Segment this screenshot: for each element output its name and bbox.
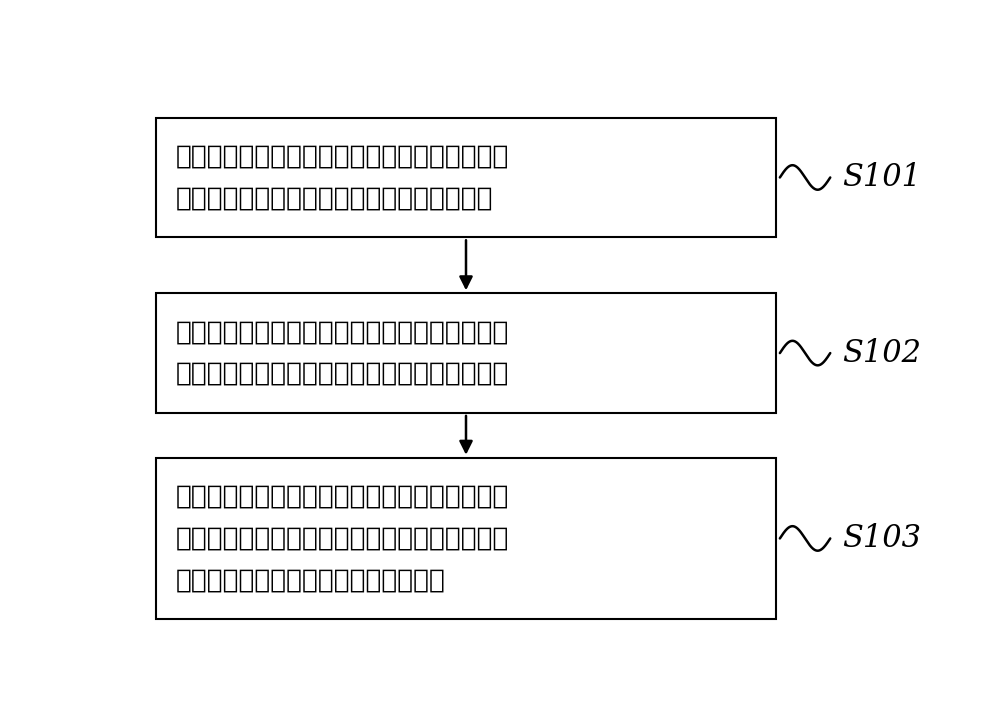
Text: S102: S102 — [842, 337, 921, 369]
Text: S103: S103 — [842, 523, 921, 554]
Text: 建立基于模型预测控制的风电波动平抑模型，以: 建立基于模型预测控制的风电波动平抑模型，以 — [175, 143, 509, 169]
Text: 储能出力最小为目标建立滚动优化的目标函数: 储能出力最小为目标建立滚动优化的目标函数 — [175, 185, 493, 211]
Text: 层模型进行求解，并利用粒子群优化算法对第二: 层模型进行求解，并利用粒子群优化算法对第二 — [175, 526, 509, 552]
Bar — [156, 293, 776, 413]
Text: 利用带精英策略的非支配排序的遗传算法对第一: 利用带精英策略的非支配排序的遗传算法对第一 — [175, 484, 509, 510]
Bar — [156, 117, 776, 237]
Text: 层模型进行求解，得到电解槽最优容量: 层模型进行求解，得到电解槽最优容量 — [175, 567, 445, 593]
Text: 建立用于优化制氢系统容量的分层优化模型，其: 建立用于优化制氢系统容量的分层优化模型，其 — [175, 319, 509, 345]
Text: 中，分层优化模型包括第一层模型和第二层模型: 中，分层优化模型包括第一层模型和第二层模型 — [175, 361, 509, 387]
Text: S101: S101 — [842, 162, 921, 193]
Bar — [156, 458, 776, 619]
